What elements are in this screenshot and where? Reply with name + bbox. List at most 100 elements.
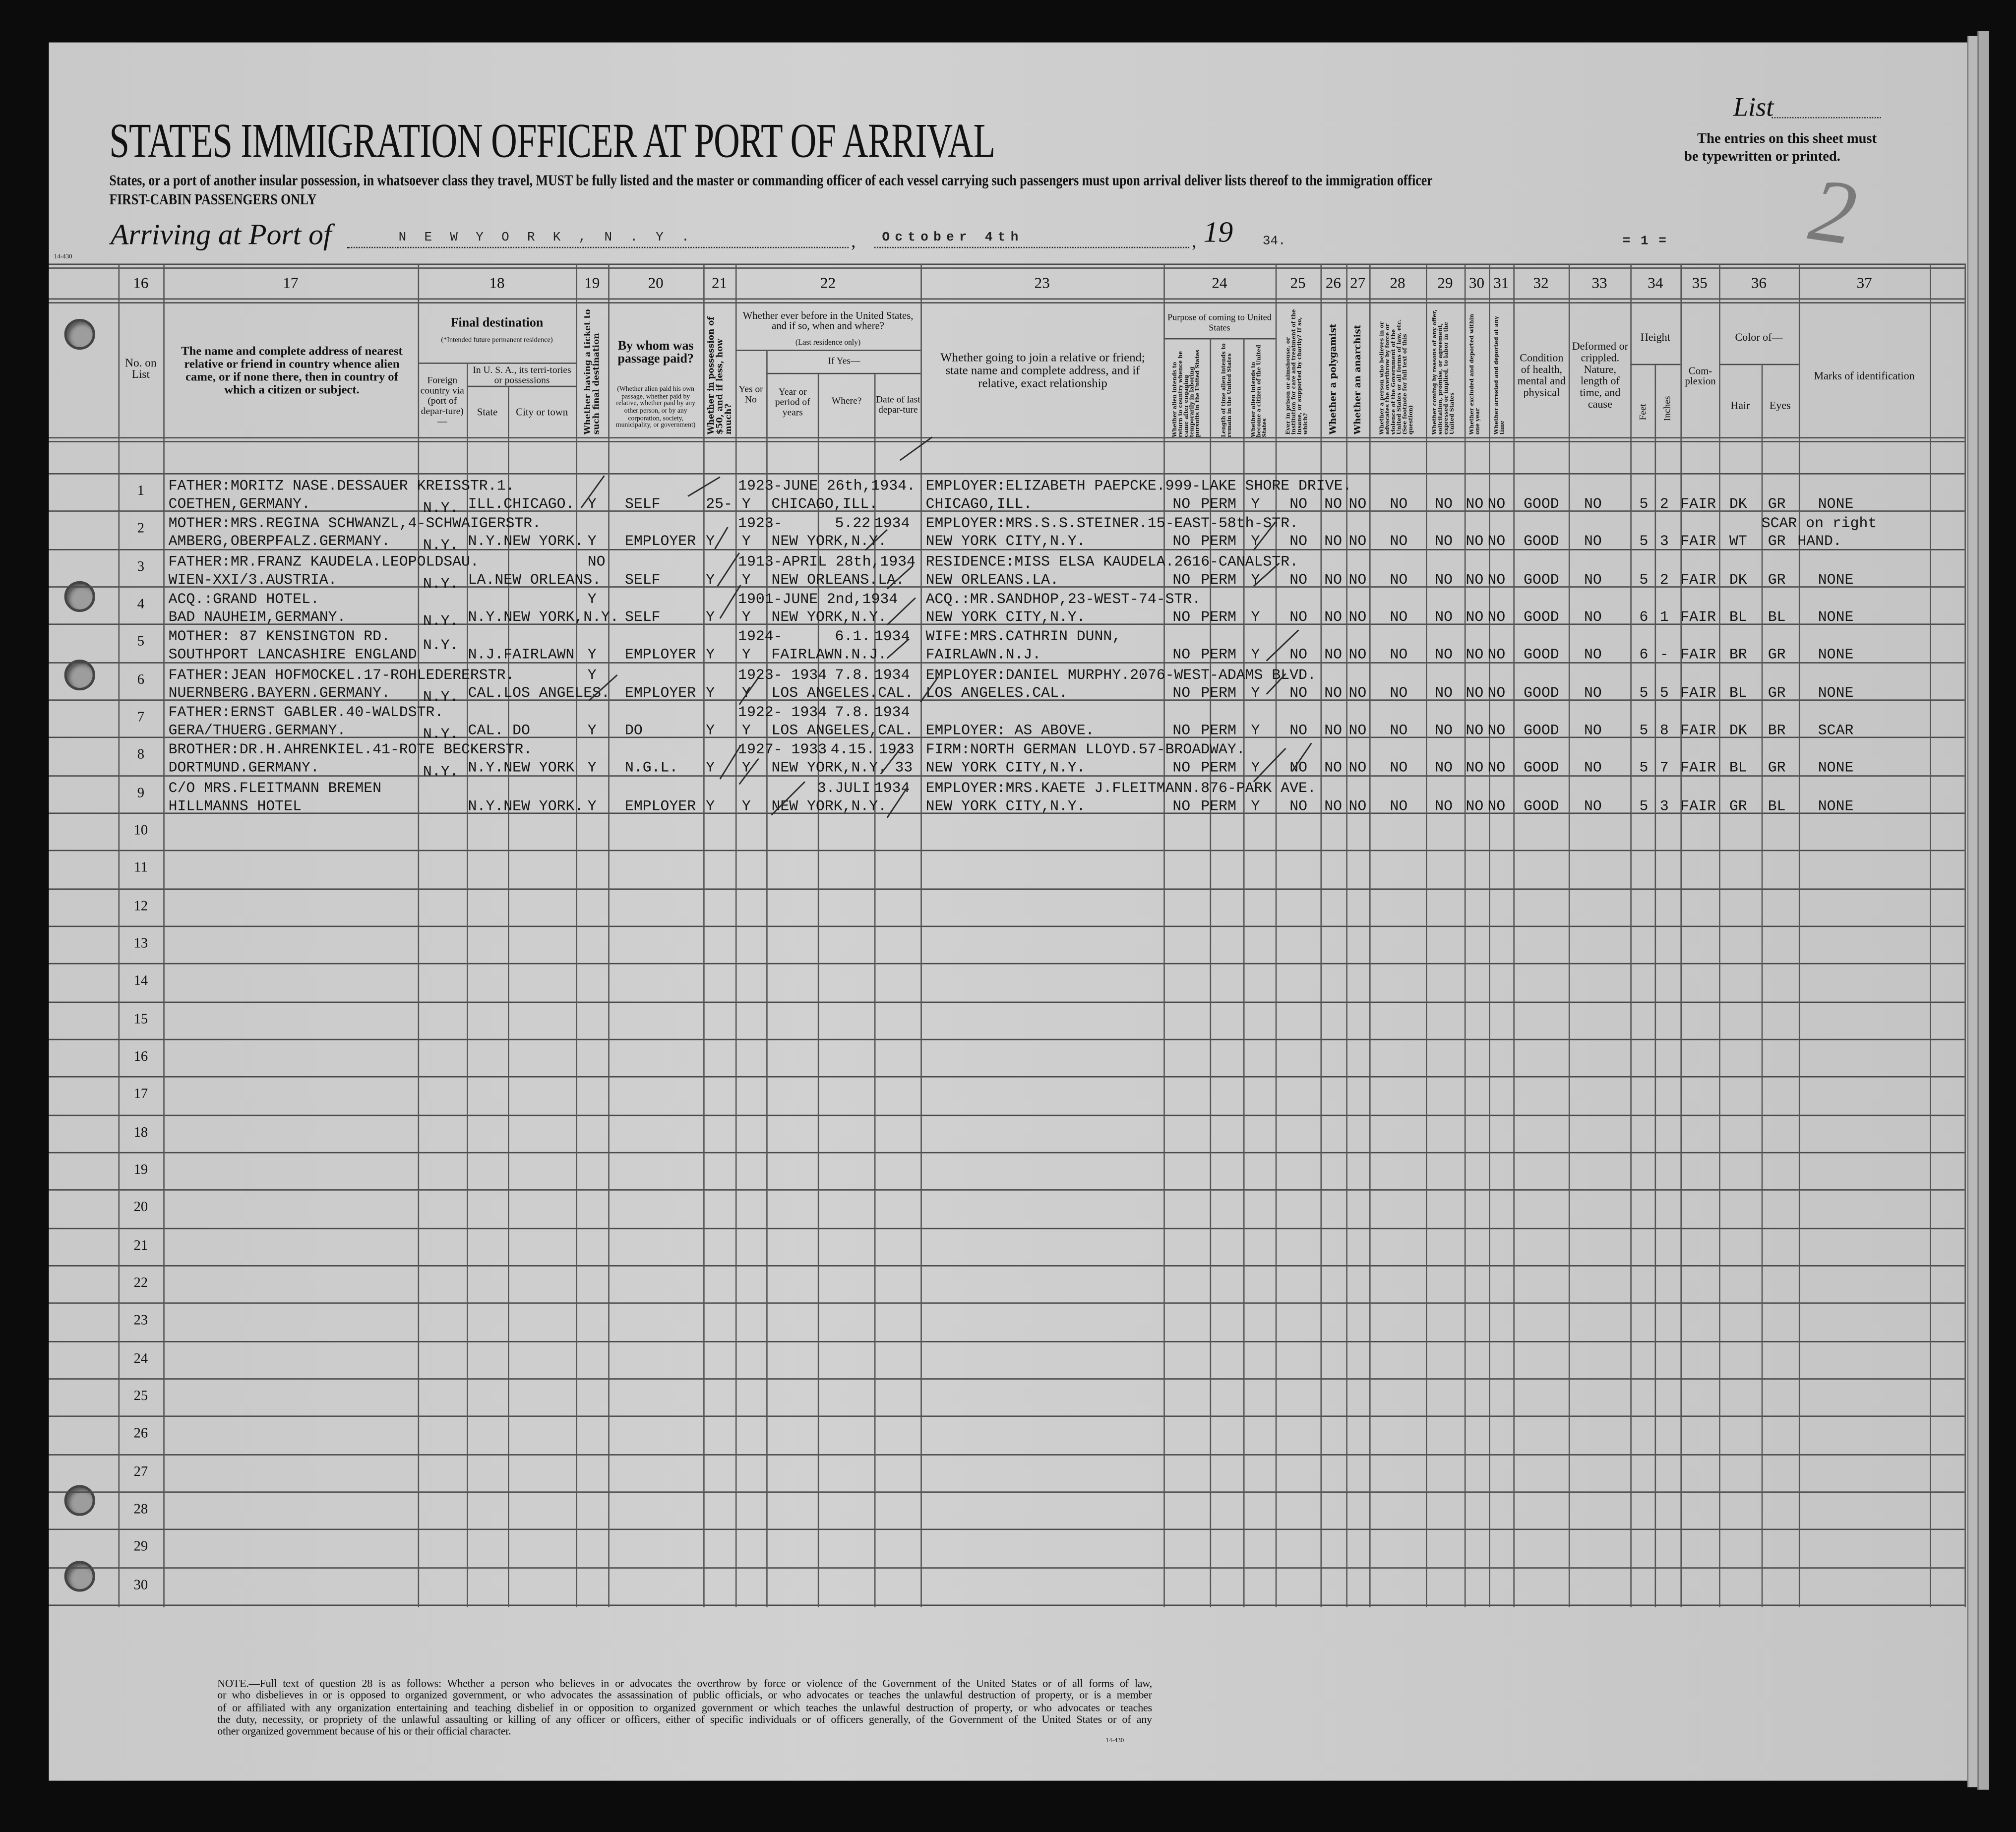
page-title: STATES IMMIGRATION OFFICER AT PORT OF AR… [109, 114, 995, 169]
entry-health: GOOD [1524, 534, 1559, 551]
row-number: 8 [137, 747, 145, 763]
entry-p-citizen: Y [1251, 722, 1260, 739]
entry-eyes: GR [1768, 647, 1786, 664]
comma: , [1192, 233, 1197, 252]
header-q30-cell: Whether excluded and deported within one… [1465, 306, 1489, 437]
row-number: 25 [133, 1388, 148, 1404]
header-prison-cell: Ever in prison or almshouse, or institut… [1276, 306, 1321, 437]
header-feet-cell: Feet [1630, 386, 1654, 437]
header-q31: Whether arrested and deported at any tim… [1494, 316, 1507, 435]
entry-q29: NO [1435, 760, 1453, 777]
entry-foreign: N.Y. [423, 726, 459, 743]
row-line [49, 1415, 1965, 1417]
entry-deformed: NO [1584, 722, 1602, 739]
entry-polygamist: NO [1324, 496, 1343, 513]
entry-before: Y [741, 684, 751, 702]
entry-foreign: N.Y. [423, 613, 459, 630]
table-top-rule [49, 263, 1965, 265]
header-polygamist-cell: Whether a polygamist [1320, 306, 1346, 437]
entry-health: GOOD [1524, 571, 1559, 589]
entry-prison: NO [1289, 534, 1308, 551]
entry-inches: 2 [1659, 496, 1669, 513]
entry-eyes: GR [1768, 760, 1786, 777]
sheet-number: = 1 = [1622, 235, 1668, 249]
row-number: 15 [133, 1011, 148, 1027]
header-q30: Whether excluded and deported within one… [1469, 313, 1482, 435]
entry-dest: N.Y.NEW YORK. [468, 534, 584, 551]
entry-last-dep: 1933 [878, 742, 915, 759]
header-purpose: Purpose of coming to United States [1167, 312, 1272, 333]
row-line [49, 1378, 1965, 1380]
column-number: 19 [584, 274, 600, 293]
entry-rel-us2: NEW YORK CITY,N.Y. [925, 609, 1086, 626]
column-number: 35 [1692, 274, 1708, 293]
entry-dest: CAL.LOS ANGELES. [468, 684, 610, 702]
year-prefix: 19 [1203, 216, 1233, 248]
punch-hole [64, 318, 95, 350]
entry-last-dep: 1934 [874, 704, 910, 722]
entry-before: Y [741, 647, 751, 664]
entry-p-citizen: Y [1251, 647, 1260, 664]
entry-prison: NO [1289, 571, 1308, 589]
column-number: 20 [648, 274, 664, 293]
entry-feet: 5 [1639, 797, 1649, 815]
entry-before: Y [741, 571, 751, 589]
entry-deformed: NO [1584, 647, 1602, 664]
header-purpose-return: Whether alien intends to return to count… [1171, 350, 1201, 437]
entry-complexion: FAIR [1680, 797, 1716, 815]
entry-feet: 6 [1639, 609, 1649, 626]
column-line [1761, 364, 1763, 1607]
entry-rel1: ACQ.:GRAND HOTEL. [168, 591, 319, 609]
column-number: 34 [1648, 274, 1663, 293]
column-line [1930, 263, 1931, 1607]
row-number: 7 [137, 709, 145, 726]
header-no-on-list: No. on List [125, 355, 157, 381]
entry-p-length: PERM [1201, 722, 1236, 739]
row-line [49, 1076, 1965, 1078]
header-anarchist: Whether an anarchist [1351, 324, 1363, 435]
entry-rel2: AMBERG,OBERPFALZ.GERMANY. [168, 534, 390, 551]
entry-paid-by: EMPLOYER [624, 534, 696, 551]
entry-period: 1927- 1933 [738, 742, 827, 759]
header-prison: Ever in prison or almshouse, or institut… [1285, 309, 1309, 435]
header-final-destination: Final destination [450, 316, 544, 330]
entry-money: 25- [706, 496, 733, 513]
entry-hair: WT [1729, 534, 1747, 551]
entry-period: 1923- 1934 [738, 667, 827, 684]
entry-ticket-l2: Y [587, 722, 597, 739]
entry-complexion: FAIR [1680, 496, 1716, 513]
row-number: 4 [137, 596, 145, 612]
entry-rel2: BAD NAUHEIM,GERMANY. [168, 609, 346, 626]
entry-prison: NO [1289, 684, 1308, 702]
entry-where: NEW YORK,N.Y. [771, 797, 887, 815]
entry-q31: NO [1487, 496, 1506, 513]
header-if-yes: If Yes— [828, 355, 860, 367]
entry-ticket-l2: Y [587, 534, 597, 551]
entry-hair: DK [1729, 496, 1747, 513]
entry-polygamist: NO [1324, 647, 1343, 664]
row-line [49, 511, 1965, 512]
row-line [49, 1604, 1965, 1606]
entry-deformed: NO [1584, 496, 1602, 513]
entry-p-return: NO [1172, 722, 1191, 739]
entry-p-return: NO [1172, 609, 1191, 626]
entry-deformed: NO [1584, 609, 1602, 626]
entry-eyes: BL [1768, 797, 1786, 815]
entry-health: GOOD [1524, 496, 1559, 513]
entry-before: Y [741, 722, 751, 739]
header-deformed: Deformed or crippled. Nature, length of … [1572, 340, 1628, 410]
form-number: 14-430 [54, 254, 72, 261]
entry-complexion: FAIR [1680, 760, 1716, 777]
header-in-usa: In U. S. A., its terri-tories or possess… [473, 364, 571, 386]
row-number: 28 [133, 1501, 148, 1517]
entry-p-return: NO [1172, 684, 1191, 702]
entry-inches: - [1659, 647, 1669, 664]
entry-date-note-b: 33 [895, 760, 913, 777]
entry-rel-us1: WIFE:MRS.CATHRIN DUNN, [925, 629, 1121, 646]
entry-anarchist: NO [1348, 534, 1367, 551]
header-q31-cell: Whether arrested and deported at any tim… [1489, 306, 1513, 437]
entry-ticket-l2: Y [587, 647, 597, 664]
column-number: 17 [283, 274, 299, 293]
entry-q29: NO [1435, 684, 1453, 702]
entry-rel-us2: NEW YORK CITY,N.Y. [925, 760, 1086, 777]
